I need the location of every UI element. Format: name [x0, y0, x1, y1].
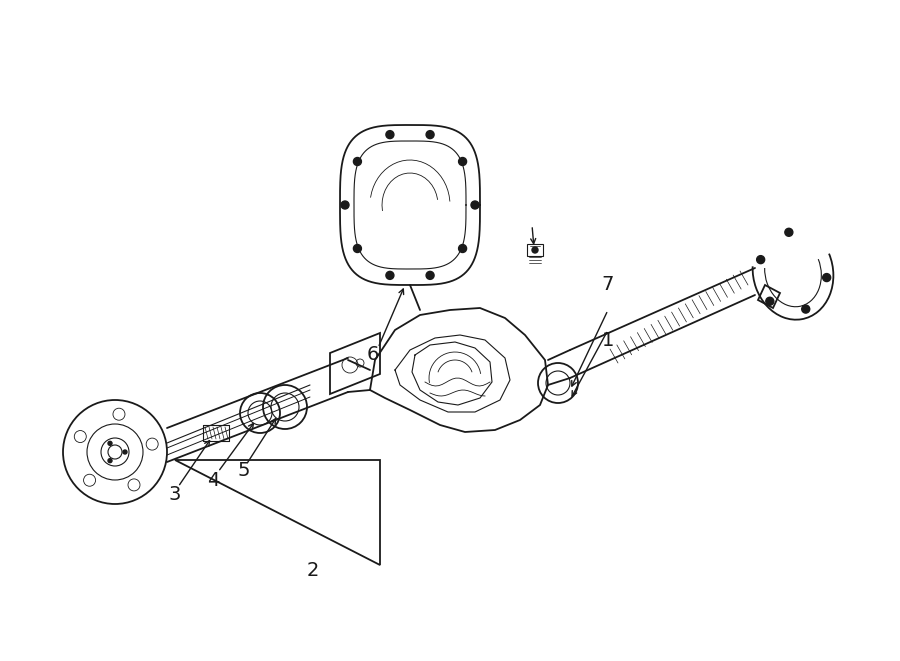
Circle shape — [802, 305, 810, 313]
Text: 7: 7 — [602, 276, 614, 295]
Circle shape — [108, 459, 112, 463]
Circle shape — [354, 157, 362, 165]
Circle shape — [766, 297, 774, 305]
Text: 5: 5 — [238, 461, 250, 481]
Circle shape — [459, 245, 466, 253]
Circle shape — [354, 245, 362, 253]
Circle shape — [757, 256, 765, 264]
Circle shape — [459, 157, 466, 165]
Text: 1: 1 — [602, 330, 614, 350]
Text: 2: 2 — [307, 561, 320, 580]
Circle shape — [426, 131, 434, 139]
Text: 3: 3 — [169, 485, 181, 504]
Circle shape — [426, 272, 434, 280]
Text: 6: 6 — [367, 346, 379, 364]
Circle shape — [123, 450, 127, 454]
Circle shape — [471, 201, 479, 209]
Circle shape — [108, 442, 112, 446]
Text: 4: 4 — [207, 471, 220, 490]
Circle shape — [386, 131, 394, 139]
Circle shape — [785, 228, 793, 236]
Circle shape — [386, 272, 394, 280]
Circle shape — [532, 247, 538, 253]
Circle shape — [341, 201, 349, 209]
Circle shape — [823, 274, 831, 282]
